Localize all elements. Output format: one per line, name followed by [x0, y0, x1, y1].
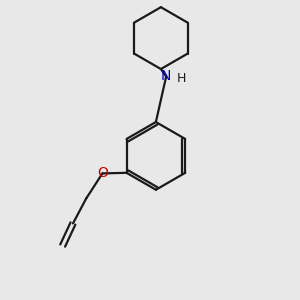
Text: N: N — [161, 69, 171, 83]
Text: H: H — [177, 72, 186, 85]
Text: O: O — [97, 167, 108, 180]
